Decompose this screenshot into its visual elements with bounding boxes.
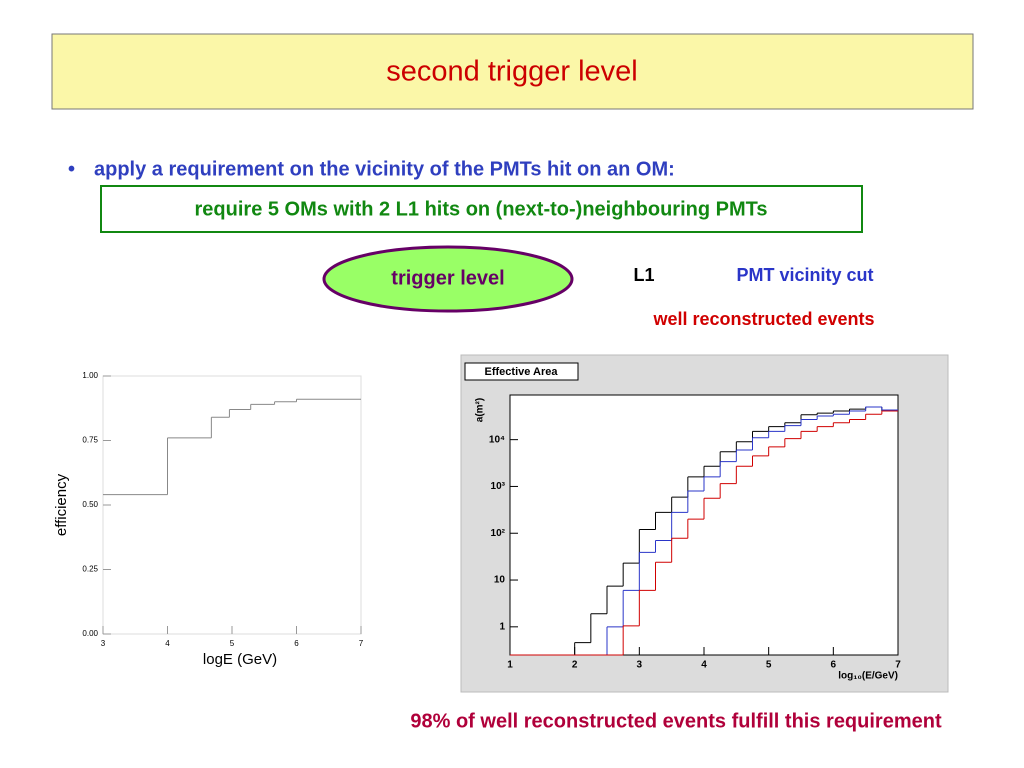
x-tick-label: 6 xyxy=(831,660,837,671)
x-tick-label: 2 xyxy=(572,660,578,671)
y-tick-label: 0.75 xyxy=(82,436,98,445)
x-tick-label: 3 xyxy=(637,660,643,671)
y-tick-label: 0.25 xyxy=(82,565,98,574)
x-tick-label: 4 xyxy=(701,660,707,671)
x-tick-label: 7 xyxy=(895,660,901,671)
chart-title-box xyxy=(464,362,579,381)
x-tick-label: 1 xyxy=(507,660,513,671)
x-tick-label: 6 xyxy=(294,639,299,648)
y-tick-label: 10⁴ xyxy=(489,434,505,445)
legend-title: trigger level xyxy=(391,267,504,289)
bullet-dot: • xyxy=(68,158,75,180)
plot-area xyxy=(102,375,362,635)
footer-text: 98% of well reconstructed events fulfill… xyxy=(410,710,942,732)
y-tick-label: 1 xyxy=(499,621,505,632)
x-tick-label: 7 xyxy=(359,639,364,648)
legend-entry: well reconstructed events xyxy=(652,309,874,329)
y-tick-label: 0.50 xyxy=(82,500,98,509)
title-box xyxy=(51,33,974,110)
y-tick-label: 10 xyxy=(494,575,506,586)
y-axis-label: efficiency xyxy=(53,473,70,536)
y-tick-label: 10³ xyxy=(491,481,506,492)
x-axis-label: logE (GeV) xyxy=(203,651,277,668)
slide-title: second trigger level xyxy=(386,56,637,88)
x-tick-label: 3 xyxy=(101,639,106,648)
requirement-text: require 5 OMs with 2 L1 hits on (next-to… xyxy=(195,198,768,220)
chart-title: Effective Area xyxy=(485,366,559,378)
legend-ellipse xyxy=(322,245,574,313)
requirement-box xyxy=(100,185,863,233)
x-axis-label: log₁₀(E/GeV) xyxy=(838,671,898,682)
y-tick-label: 10² xyxy=(491,528,506,539)
legend-entry: L1 xyxy=(633,265,654,285)
y-tick-label: 0.00 xyxy=(82,629,98,638)
y-axis-label: a(m²) xyxy=(475,398,486,422)
legend-entry: PMT vicinity cut xyxy=(736,265,873,285)
x-tick-label: 5 xyxy=(766,660,772,671)
y-tick-label: 1.00 xyxy=(82,371,98,380)
plot-area xyxy=(509,394,899,656)
bullet-text: apply a requirement on the vicinity of t… xyxy=(94,158,675,180)
x-tick-label: 4 xyxy=(165,639,170,648)
x-tick-label: 5 xyxy=(230,639,235,648)
